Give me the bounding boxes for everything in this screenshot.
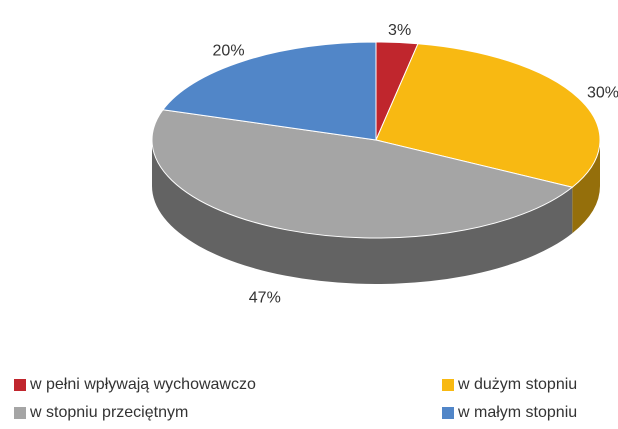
legend-marker: [442, 407, 454, 419]
legend-label: w pełni wpływają wychowawczo: [29, 376, 256, 393]
data-label: 30%: [587, 84, 618, 101]
legend-label: w małym stopniu: [457, 404, 577, 421]
legend-marker: [14, 379, 26, 391]
legend-marker: [14, 407, 26, 419]
pie-side: [152, 140, 573, 285]
legend-label: w dużym stopniu: [457, 376, 577, 393]
data-label: 3%: [388, 22, 411, 39]
pie-slice: [162, 41, 377, 141]
pie-slice: [375, 43, 601, 188]
pie-side: [572, 140, 600, 234]
legend-label: w stopniu przeciętnym: [29, 404, 188, 421]
legend-marker: [442, 379, 454, 391]
data-label: 47%: [249, 290, 281, 307]
pie-slice: [151, 109, 574, 239]
data-label: 20%: [213, 42, 245, 59]
